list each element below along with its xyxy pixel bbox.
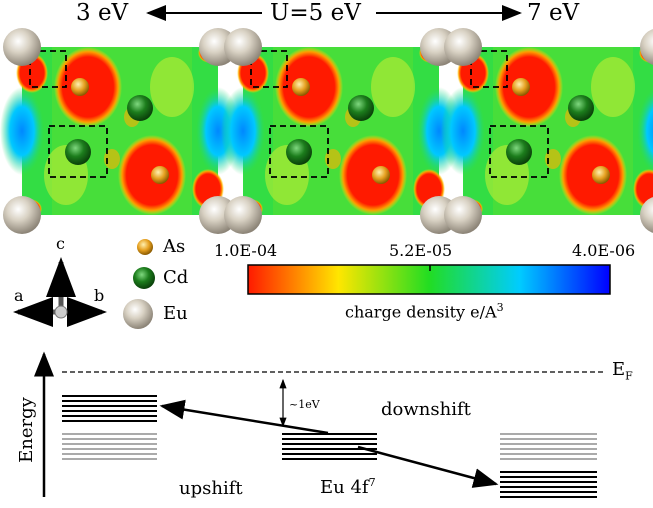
as-atom: [292, 78, 310, 96]
right-grey-stack: [500, 433, 597, 460]
as-atom: [592, 166, 610, 184]
legend-eu-label: Eu: [163, 303, 188, 324]
eu4f-label: Eu 4f7: [320, 476, 376, 498]
dashed-box-small: [470, 50, 508, 88]
cd-atom: [65, 139, 91, 165]
dashed-box-small: [29, 50, 67, 88]
colorbar-tick-left: 1.0E-04: [214, 241, 278, 260]
as-atom: [372, 166, 390, 184]
colorbar-label: charge density e/A3: [345, 301, 504, 322]
right-level-stack: [500, 471, 597, 498]
u-label-right: 7 eV: [527, 0, 580, 26]
eu-atom: [3, 28, 41, 66]
left-level-stack: [62, 395, 157, 422]
charge-density-panel-7ev: [441, 28, 653, 234]
as-atom: [71, 78, 89, 96]
legend-cd-label: Cd: [163, 267, 189, 288]
cd-atom: [568, 95, 594, 121]
legend-eu-sphere: [123, 299, 153, 329]
u-label-left: 3 eV: [76, 0, 129, 26]
eu-atom: [224, 196, 262, 234]
downshift-label: downshift: [381, 399, 471, 420]
as-atom: [512, 78, 530, 96]
legend-cd-sphere: [133, 267, 155, 289]
u-label-center: U=5 eV: [270, 0, 361, 26]
energy-diagram: [34, 351, 605, 498]
eu-atom: [444, 28, 482, 66]
cd-atom: [127, 95, 153, 121]
center-level-stack: [282, 433, 377, 460]
energy-axis-label: Energy: [15, 397, 37, 463]
charge-density-panel-5ev: [221, 28, 461, 234]
cd-atom: [506, 139, 532, 165]
gap-label: ~1eV: [289, 398, 320, 411]
upshift-label: upshift: [179, 478, 243, 499]
upshift-arrow: [159, 399, 329, 435]
dashed-box-small: [250, 50, 288, 88]
eu-atom: [444, 196, 482, 234]
dashed-box-large: [489, 125, 549, 178]
eu-atom: [3, 196, 41, 234]
cd-atom: [286, 139, 312, 165]
downshift-arrow: [357, 445, 499, 488]
legend-as-label: As: [163, 236, 186, 257]
eu-atom: [640, 196, 653, 234]
legend-as-sphere: [137, 239, 153, 255]
eu-atom: [224, 28, 262, 66]
left-grey-stack: [62, 433, 157, 460]
dashed-box-large: [269, 125, 329, 178]
eu-atom: [640, 28, 653, 66]
as-atom: [151, 166, 169, 184]
cd-atom: [348, 95, 374, 121]
colorbar-tick-right: 4.0E-06: [572, 241, 636, 260]
crystal-axes: [13, 257, 107, 327]
charge-density-panel-3ev: [0, 28, 240, 234]
axis-label-a: a: [14, 286, 24, 305]
axis-label-c: c: [56, 234, 65, 253]
dashed-box-large: [48, 125, 108, 178]
colorbar: [247, 264, 611, 295]
axis-label-b: b: [94, 286, 105, 305]
fermi-label: EF: [612, 359, 633, 383]
colorbar-tick-mid: 5.2E-05: [389, 241, 453, 260]
